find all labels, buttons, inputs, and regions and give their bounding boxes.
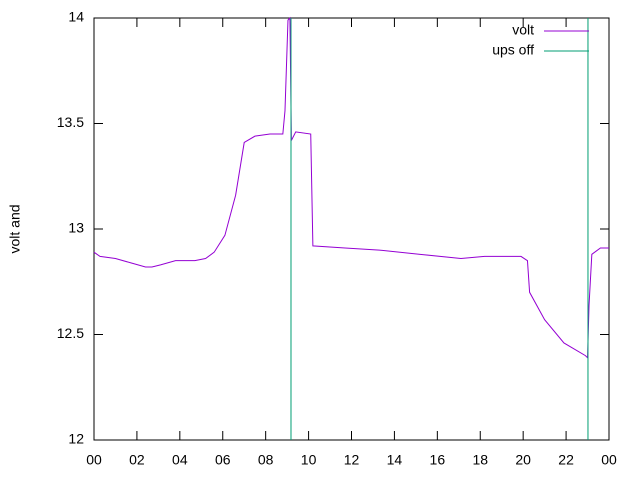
x-tick-label: 06 — [215, 452, 231, 468]
x-tick-label: 02 — [129, 452, 145, 468]
x-tick-label: 18 — [472, 452, 488, 468]
y-tick-label: 13.5 — [57, 114, 84, 130]
legend-label: ups off — [492, 42, 534, 58]
y-tick-label: 12 — [68, 431, 84, 447]
x-tick-label: 14 — [387, 452, 403, 468]
series-line — [290, 18, 589, 440]
y-tick-label: 14 — [68, 9, 84, 25]
series-line — [93, 16, 609, 359]
y-axis-label: volt and — [7, 204, 23, 253]
y-tick-label: 13 — [68, 220, 84, 236]
x-tick-label: 12 — [344, 452, 360, 468]
x-tick-label: 20 — [515, 452, 531, 468]
x-tick-label: 16 — [430, 452, 446, 468]
legend-label: volt — [512, 22, 534, 38]
y-tick-label: 12.5 — [57, 325, 84, 341]
x-tick-label: 04 — [172, 452, 188, 468]
x-tick-label: 10 — [301, 452, 317, 468]
x-tick-label: 00 — [86, 452, 102, 468]
x-tick-label: 00 — [601, 452, 617, 468]
plot-frame — [93, 17, 610, 441]
x-tick-label: 22 — [558, 452, 574, 468]
x-tick-label: 08 — [258, 452, 274, 468]
